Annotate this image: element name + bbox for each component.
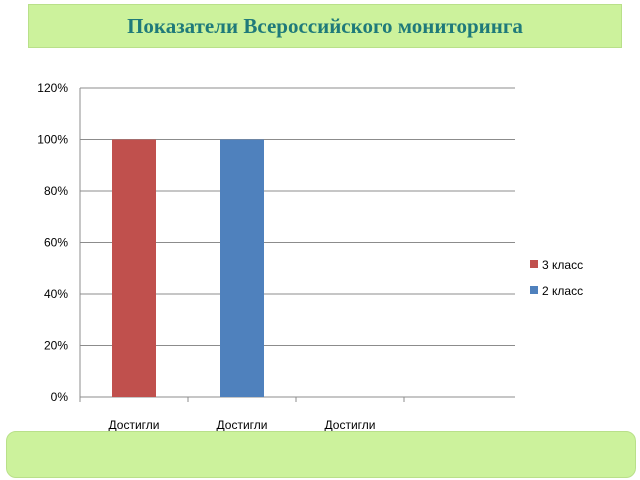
y-tick-label: 80% (44, 184, 68, 198)
bar (220, 139, 264, 397)
y-tick-label: 120% (37, 81, 68, 95)
y-tick-label: 100% (37, 133, 68, 147)
footer-banner (6, 431, 636, 478)
x-category-label: Достигли (109, 418, 160, 432)
legend-swatch (530, 260, 538, 268)
page-title: Показатели Всероссийского мониторинга (127, 13, 523, 38)
y-tick-label: 60% (44, 236, 68, 250)
bar (112, 139, 156, 397)
legend-swatch (530, 286, 538, 294)
title-banner: Показатели Всероссийского мониторинга (28, 4, 622, 48)
y-tick-label: 40% (44, 287, 68, 301)
x-category-label: Достигли (325, 418, 376, 432)
y-tick-label: 20% (44, 339, 68, 353)
x-category-label: Достигли (217, 418, 268, 432)
legend-label: 2 класс (542, 284, 583, 298)
y-tick-label: 0% (51, 390, 69, 404)
legend-label: 3 класс (542, 258, 583, 272)
